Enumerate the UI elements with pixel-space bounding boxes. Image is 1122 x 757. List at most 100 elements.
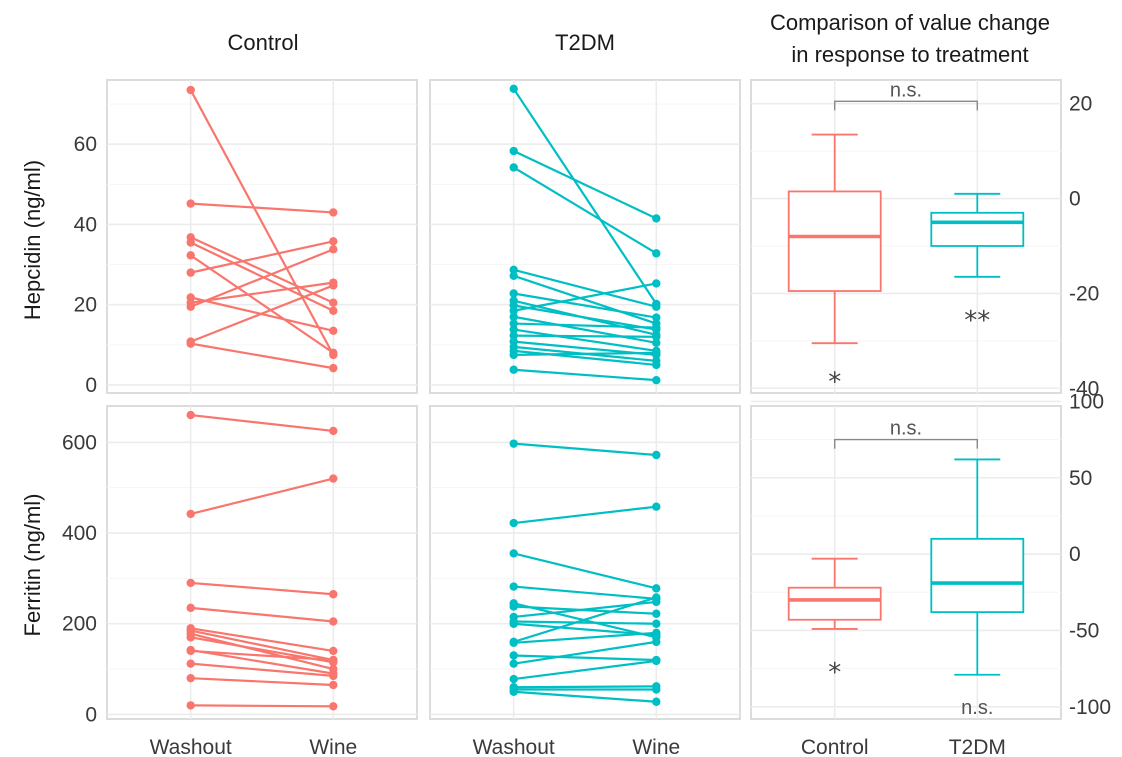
series-line	[513, 368, 657, 382]
series-line	[513, 585, 657, 600]
data-point-wine	[652, 348, 661, 358]
series-line	[513, 315, 657, 344]
y-tick-label: 0	[1069, 543, 1081, 566]
box-significance-label: *	[828, 367, 841, 397]
data-point-wine	[329, 474, 338, 483]
panels-group: 0204060-40-20020n.s.***0200400600Washout…	[62, 79, 1111, 757]
series-line	[513, 304, 657, 331]
data-point-wine	[652, 249, 661, 258]
data-point-wine	[329, 326, 338, 336]
data-point-wine	[652, 338, 661, 348]
data-point-washout	[509, 549, 518, 558]
data-point-washout	[509, 84, 518, 94]
panel-ferritin-control: 0 200 400 600 Washout Wine	[62, 405, 418, 757]
series-line	[513, 690, 657, 703]
data-point-washout	[186, 199, 195, 208]
series-line	[190, 606, 334, 623]
data-point-washout	[186, 251, 195, 260]
series-line	[190, 629, 334, 662]
data-point-wine	[329, 281, 338, 290]
significance-label: n.s.	[890, 418, 922, 440]
data-point-wine	[329, 655, 338, 665]
column-title-comparison-line1: Comparison of value change	[770, 10, 1050, 35]
data-point-wine	[652, 619, 661, 628]
data-point-washout	[509, 659, 518, 668]
series-line	[513, 622, 657, 637]
data-point-washout	[186, 659, 195, 668]
column-title-comparison-line2: in response to treatment	[791, 42, 1028, 67]
panel-hepcidin-t2dm	[429, 79, 741, 394]
x-tick-label: Washout	[473, 736, 555, 757]
series-line	[513, 322, 657, 329]
data-point-wine	[652, 313, 661, 322]
data-point-wine	[652, 450, 661, 460]
data-point-washout	[509, 582, 518, 591]
data-point-wine	[652, 375, 661, 385]
significance-bracket	[834, 100, 978, 111]
data-point-wine	[329, 646, 338, 656]
series-line	[513, 334, 657, 338]
data-point-washout	[509, 146, 518, 156]
series-line	[513, 659, 657, 681]
data-point-washout	[186, 673, 195, 683]
series-line	[190, 677, 334, 687]
column-title-t2dm: T2DM	[555, 30, 615, 55]
data-point-washout	[509, 289, 518, 298]
data-point-washout	[509, 638, 518, 647]
y-tick-label: 0	[85, 703, 97, 726]
data-point-washout	[186, 633, 195, 642]
series-line	[513, 351, 657, 356]
series-line	[513, 505, 657, 525]
box-significance-label: *	[828, 658, 841, 688]
series-line	[512, 88, 658, 305]
data-point-washout	[186, 701, 195, 710]
box-iqr-control	[787, 586, 882, 621]
data-point-wine	[329, 590, 338, 599]
data-point-wine	[652, 323, 661, 332]
data-point-wine	[652, 637, 661, 647]
series-line	[190, 477, 334, 516]
data-point-washout	[509, 439, 518, 448]
series-line	[513, 292, 657, 319]
y-tick-label: 40	[74, 213, 97, 236]
series-line	[513, 268, 657, 308]
panel-background	[429, 405, 741, 720]
y-tick-label: 0	[1069, 188, 1081, 211]
data-point-wine	[329, 237, 338, 246]
y-tick-label: -50	[1069, 619, 1099, 642]
panel-background	[429, 79, 741, 394]
series-line	[513, 654, 657, 662]
data-point-wine	[652, 279, 661, 288]
series-line	[513, 685, 657, 689]
y-tick-label: 0	[85, 374, 97, 397]
x-tick-label: T2DM	[949, 736, 1006, 757]
series-line	[513, 274, 657, 325]
y-tick-label: 600	[62, 431, 97, 454]
significance-bracket	[834, 438, 978, 449]
series-line	[190, 236, 334, 304]
series-line	[513, 349, 657, 367]
series-line	[513, 596, 657, 643]
series-line	[190, 342, 334, 370]
column-title-control: Control	[228, 30, 299, 55]
data-point-wine	[329, 702, 338, 711]
y-tick-label: 60	[74, 133, 97, 156]
data-point-washout	[509, 325, 518, 334]
series-line	[513, 640, 657, 665]
x-tick-label: Washout	[150, 736, 232, 757]
series-line	[513, 150, 657, 220]
data-point-wine	[652, 593, 661, 602]
panel-ferritin-change: -100 -50 0 50 100 Control T2DM n.s. * n.s.	[750, 390, 1111, 757]
y-tick-label: -40	[1069, 377, 1099, 400]
panel-background	[106, 79, 418, 394]
series-line	[190, 202, 334, 214]
data-point-washout	[186, 410, 195, 420]
data-point-wine	[652, 628, 661, 638]
data-point-washout	[509, 163, 518, 172]
data-point-wine	[652, 332, 661, 342]
series-line	[190, 240, 334, 274]
series-line	[513, 631, 657, 644]
data-point-washout	[186, 339, 195, 348]
panel-hepcidin-control: 0 20 40 60	[74, 79, 418, 397]
